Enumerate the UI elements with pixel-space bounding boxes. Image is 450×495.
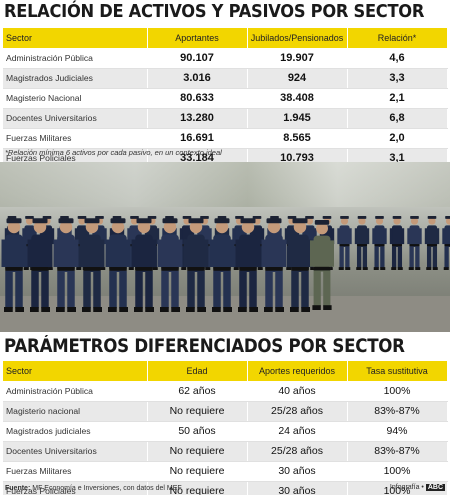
table-header-row: Sector Aportantes Jubilados/Pensionados … — [3, 28, 448, 48]
officer-figure — [261, 218, 287, 312]
table-row: Docentes Universitarios 13.280 1.945 6,8 — [3, 108, 448, 129]
officer-figure — [53, 218, 79, 312]
officer-figure — [354, 216, 370, 270]
cell-sector: Docentes Universitarios — [3, 441, 148, 462]
title-parametros: PARÁMETROS DIFERENCIADOS POR SECTOR — [4, 336, 405, 357]
header-aportes: Aportes requeridos — [247, 361, 348, 381]
officer-figure — [310, 220, 334, 310]
cell-relacion: 2,1 — [347, 88, 448, 109]
cell-jubilados: 8.565 — [247, 128, 348, 149]
officer-figure — [209, 218, 235, 312]
cell-relacion: 3,3 — [347, 68, 448, 89]
cell-aportes: 30 años — [247, 461, 348, 482]
officer-figure — [389, 216, 405, 270]
footnote-relacion: *Relación mínima 6 activos por cada pasi… — [5, 148, 222, 157]
cell-aportes: 30 años — [247, 481, 348, 495]
table-row: Magistrados Judiciales 3.016 924 3,3 — [3, 68, 448, 89]
cell-edad: 62 años — [147, 381, 248, 402]
officer-figure — [79, 218, 105, 312]
table-row: Administración Pública 90.107 19.907 4,6 — [3, 48, 448, 69]
officer-figure — [157, 218, 183, 312]
cell-edad: No requiere — [147, 401, 248, 422]
cell-sector: Docentes Universitarios — [3, 108, 148, 129]
photo-police-formation — [0, 162, 450, 332]
cell-relacion: 4,6 — [347, 48, 448, 69]
cell-tasa: 94% — [347, 421, 448, 442]
table-row: Administración Pública 62 años 40 años 1… — [3, 381, 448, 402]
officer-figure — [372, 216, 387, 270]
cell-sector: Magistrados judiciales — [3, 421, 148, 442]
header-aportantes: Aportantes — [147, 28, 248, 48]
title-activos-pasivos: RELACIÓN DE ACTIVOS Y PASIVOS POR SECTOR — [4, 2, 425, 22]
officer-figure — [424, 216, 440, 270]
cell-edad: No requiere — [147, 441, 248, 462]
cell-jubilados: 19.907 — [247, 48, 348, 69]
cell-sector: Magisterio nacional — [3, 401, 148, 422]
cell-relacion: 2,0 — [347, 128, 448, 149]
cell-aportantes: 16.691 — [147, 128, 248, 149]
header-tasa: Tasa sustitutiva — [347, 361, 448, 381]
officer-figure — [407, 216, 422, 270]
table-parametros: Sector Edad Aportes requeridos Tasa sust… — [3, 361, 448, 495]
officer-figure — [27, 218, 53, 312]
cell-sector: Magistrados Judiciales — [3, 68, 148, 89]
cell-sector: Administración Pública — [3, 381, 148, 402]
header-sector: Sector — [3, 28, 148, 48]
officer-figure — [183, 218, 209, 312]
cell-aportes: 25/28 años — [247, 401, 348, 422]
table-row: Magistrados judiciales 50 años 24 años 9… — [3, 421, 448, 442]
cell-edad: No requiere — [147, 461, 248, 482]
source-label: Fuente: — [5, 485, 31, 492]
infografia-credit: Infografía • ABC — [390, 484, 445, 491]
photo-officers — [1, 216, 450, 312]
cell-sector: Fuerzas Militares — [3, 461, 148, 482]
header-jubilados: Jubilados/Pensionados — [247, 28, 348, 48]
cell-edad: No requiere — [147, 481, 248, 495]
cell-sector: Fuerzas Policiales — [3, 481, 148, 495]
officer-figure — [105, 218, 131, 312]
cell-tasa: 100% — [347, 481, 448, 495]
table-row: Fuerzas Militares 16.691 8.565 2,0 — [3, 128, 448, 149]
cell-sector: Administración Pública — [3, 48, 148, 69]
cell-aportantes: 90.107 — [147, 48, 248, 69]
cell-sector: Magisterio Nacional — [3, 88, 148, 109]
cell-aportes: 24 años — [247, 421, 348, 442]
table-header-row: Sector Edad Aportes requeridos Tasa sust… — [3, 361, 448, 381]
cell-relacion: 6,8 — [347, 108, 448, 129]
officer-figure — [337, 216, 352, 270]
cell-sector: Fuerzas Militares — [3, 128, 148, 149]
cell-aportantes: 13.280 — [147, 108, 248, 129]
cell-aportes: 40 años — [247, 381, 348, 402]
officer-figure — [235, 218, 261, 312]
credit-text: Infografía • — [389, 484, 424, 491]
cell-jubilados: 924 — [247, 68, 348, 89]
officer-figure — [131, 218, 157, 312]
table-row: Magisterio nacional No requiere 25/28 añ… — [3, 401, 448, 422]
source-text: MF Economía e Inversiones, con datos del… — [32, 485, 183, 492]
cell-edad: 50 años — [147, 421, 248, 442]
cell-tasa: 100% — [347, 381, 448, 402]
brand-logo: ABC — [425, 484, 445, 491]
cell-aportantes: 3.016 — [147, 68, 248, 89]
table-row: Magisterio Nacional 80.633 38.408 2,1 — [3, 88, 448, 109]
cell-aportantes: 80.633 — [147, 88, 248, 109]
header-sector: Sector — [3, 361, 148, 381]
table-row: Docentes Universitarios No requiere 25/2… — [3, 441, 448, 462]
cell-tasa: 83%-87% — [347, 401, 448, 422]
cell-jubilados: 1.945 — [247, 108, 348, 129]
officer-figure — [442, 216, 450, 270]
header-relacion: Relación* — [347, 28, 448, 48]
cell-aportes: 25/28 años — [247, 441, 348, 462]
cell-tasa: 83%-87% — [347, 441, 448, 462]
table-row: Fuerzas Policiales No requiere 30 años 1… — [3, 481, 448, 495]
source-credit: Fuente: MF Economía e Inversiones, con d… — [5, 485, 183, 492]
cell-jubilados: 38.408 — [247, 88, 348, 109]
photo-background-trees — [0, 162, 450, 207]
header-edad: Edad — [147, 361, 248, 381]
officer-figure — [1, 218, 27, 312]
cell-tasa: 100% — [347, 461, 448, 482]
table-row: Fuerzas Militares No requiere 30 años 10… — [3, 461, 448, 482]
